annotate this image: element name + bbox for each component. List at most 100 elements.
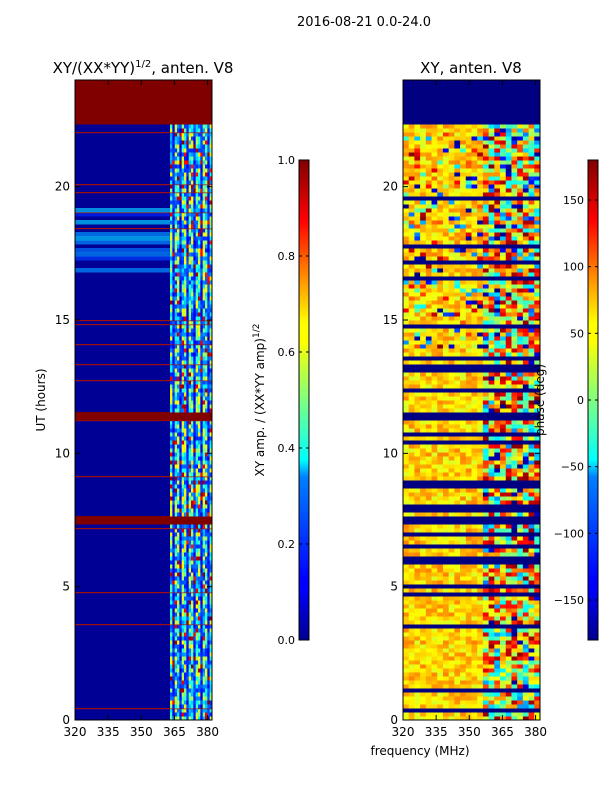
left-heatmap-cell: [191, 304, 194, 309]
right-heatmap-cell: [460, 236, 467, 241]
left-heatmap-cell: [200, 496, 204, 501]
left-heatmap-cell: [191, 584, 194, 589]
left-heatmap-cell: [174, 408, 178, 413]
left-xtick-label: 350: [130, 725, 153, 739]
left-heatmap-cell: [170, 672, 173, 677]
left-heatmap-cell: [186, 208, 190, 213]
left-heatmap-cell: [181, 432, 185, 437]
left-heatmap-cell: [207, 252, 211, 257]
left-heatmap-cell: [207, 336, 211, 341]
right-heatmap-cell: [431, 308, 438, 313]
left-heatmap-cell: [198, 408, 201, 413]
left-heatmap-cell: [186, 596, 190, 601]
left-heatmap-cell: [191, 444, 194, 449]
left-heatmap-cell: [207, 652, 211, 657]
left-heatmap-cell: [174, 292, 178, 297]
left-heatmap-cell: [198, 652, 201, 657]
left-heatmap-cell: [205, 328, 208, 333]
left-heatmap-cell: [209, 448, 213, 453]
left-heatmap-cell: [191, 368, 194, 373]
left-heatmap-cell: [170, 432, 173, 437]
left-heatmap-cell: [177, 376, 180, 381]
left-heatmap-cell: [209, 408, 213, 413]
left-heatmap-cell: [186, 480, 190, 485]
left-heatmap-cell: [172, 476, 176, 481]
right-heatmap-cell: [454, 712, 461, 717]
right-heatmap-cell: [494, 512, 501, 517]
left-heatmap-cell: [174, 532, 178, 537]
left-heatmap-cell: [205, 668, 208, 673]
right-heatmap-cell: [482, 396, 490, 401]
left-heatmap-cell: [181, 376, 185, 381]
left-heatmap-cell: [186, 544, 190, 549]
right-heatmap-cell: [431, 344, 438, 349]
right-heatmap-cell: [448, 640, 455, 645]
left-heatmap-cell: [174, 476, 178, 481]
right-heatmap-cell: [528, 524, 535, 529]
left-heatmap-cell: [177, 336, 180, 341]
right-heatmap-cell: [534, 564, 541, 569]
right-heatmap-cell: [488, 328, 495, 333]
left-heatmap-cell: [200, 484, 204, 489]
right-heatmap-cell: [517, 668, 524, 673]
right-heatmap-cell: [522, 288, 529, 293]
left-heatmap-cell: [170, 680, 173, 685]
left-heatmap-cell: [198, 716, 201, 721]
left-heatmap-cell: [188, 212, 192, 217]
right-heatmap-cell: [414, 640, 421, 645]
right-heatmap-cell: [442, 536, 450, 541]
right-heatmap-cell: [425, 400, 432, 405]
right-heatmap-cell: [460, 712, 467, 717]
right-heatmap-cell: [408, 252, 415, 257]
left-heatmap-cell: [195, 704, 199, 709]
left-heatmap-cell: [188, 180, 192, 185]
left-heatmap-cell: [202, 212, 206, 217]
left-heatmap-cell: [170, 604, 173, 609]
right-heatmap-cell: [471, 372, 478, 377]
right-heatmap-cell: [488, 676, 495, 681]
left-heatmap-cell: [188, 504, 192, 509]
left-heatmap-cell: [207, 492, 211, 497]
right-heatmap-cell: [437, 348, 444, 353]
right-heatmap-cell: [511, 288, 518, 293]
right-heatmap-cell: [500, 712, 507, 717]
left-heatmap-cell: [177, 632, 180, 637]
left-heatmap-cell: [191, 612, 194, 617]
right-heatmap-cell: [534, 372, 541, 377]
right-heatmap-cell: [437, 280, 444, 285]
right-heatmap-cell: [442, 444, 450, 449]
right-heatmap-cell: [460, 464, 467, 469]
left-heatmap-cell: [181, 276, 185, 281]
left-heatmap-cell: [184, 140, 187, 145]
right-heatmap-cell: [414, 580, 421, 585]
left-heatmap-cell: [179, 268, 183, 273]
left-heatmap-cell: [177, 320, 180, 325]
left-heatmap-cell: [177, 224, 180, 229]
right-heatmap-cell: [448, 320, 455, 325]
right-heatmap-cell: [477, 552, 484, 557]
right-heatmap-cell: [505, 612, 512, 617]
left-heatmap-cell: [186, 324, 190, 329]
right-heatmap-cell: [448, 308, 455, 313]
right-heatmap-cell: [517, 436, 524, 441]
right-heatmap-cell: [431, 536, 438, 541]
left-heatmap-cell: [174, 168, 178, 173]
right-heatmap-cell: [511, 312, 518, 317]
right-heatmap-cell: [477, 252, 484, 257]
left-heatmap-cell: [186, 400, 190, 405]
left-heatmap-cell: [198, 556, 201, 561]
right-heatmap-cell: [414, 296, 421, 301]
right-heatmap-cell: [522, 392, 529, 397]
right-heatmap-cell: [500, 452, 507, 457]
right-heatmap-cell: [517, 692, 524, 697]
right-heatmap-cell: [517, 236, 524, 241]
right-heatmap-cell: [494, 680, 501, 685]
left-heatmap-cell: [186, 532, 190, 537]
left-heatmap-cell: [207, 580, 211, 585]
right-heatmap-cell: [425, 704, 432, 709]
left-heatmap-cell: [179, 620, 183, 625]
right-heatmap-cell: [431, 396, 438, 401]
left-low-freq-stripe: [75, 248, 171, 253]
left-heatmap-cell: [193, 504, 197, 509]
right-heatmap-cell: [471, 668, 478, 673]
